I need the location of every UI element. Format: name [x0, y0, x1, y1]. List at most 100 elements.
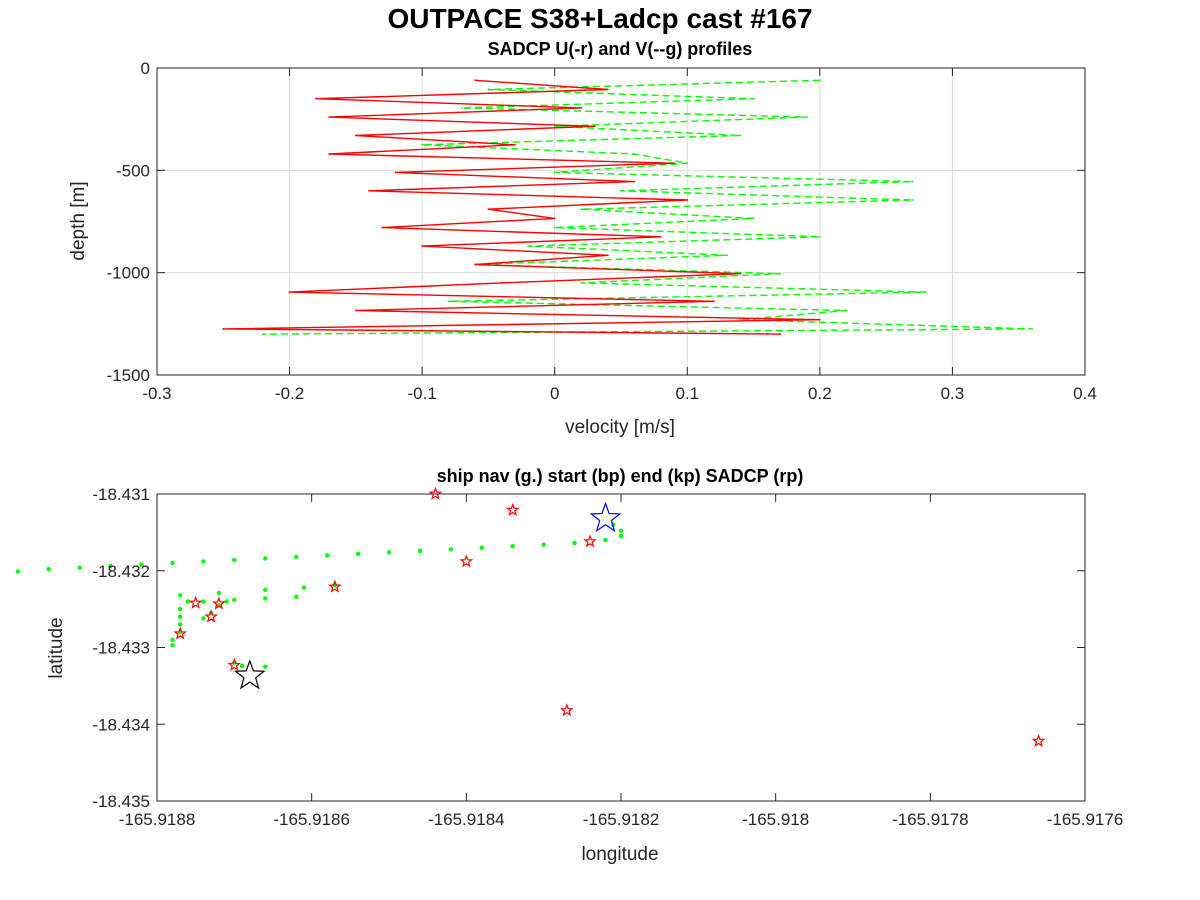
- u-velocity-point: [288, 291, 291, 294]
- v-velocity-point: [818, 79, 821, 82]
- velocity-plot-frame: [156, 67, 1086, 376]
- sadcp-star: [1031, 733, 1046, 747]
- velocity-xtick-label: 0: [550, 384, 559, 403]
- u-velocity-point: [381, 226, 384, 229]
- end-star: [233, 659, 266, 690]
- velocity-xtick-label: 0.2: [808, 384, 832, 403]
- v-velocity-point: [726, 254, 728, 257]
- ship-nav-point: [178, 606, 183, 612]
- u-velocity-point: [368, 189, 371, 192]
- ship-nav-point: [178, 622, 183, 627]
- velocity-ticks: -0.3 -0.2 -0.1 0 0.1 0.2 0.3 0.4 -1500 -1000 -500 0: [107, 59, 1097, 403]
- sadcp-star: [188, 595, 203, 609]
- v-velocity-point: [686, 162, 689, 165]
- ship-nav-point: [572, 540, 577, 546]
- v-velocity-point: [752, 217, 755, 220]
- sadcp-star: [560, 703, 574, 717]
- nav-ytick-label: -18.431: [92, 485, 150, 504]
- ship-nav-point: [77, 565, 82, 570]
- ship-nav-point: [355, 551, 361, 557]
- u-velocity-point: [487, 208, 490, 211]
- sadcp-star: [173, 626, 188, 640]
- v-velocity-point: [739, 134, 742, 137]
- nav-plot-area: [157, 494, 1085, 801]
- v-velocity-point: [620, 189, 622, 192]
- velocity-ytick-label: -1000: [107, 264, 150, 283]
- u-velocity-point: [593, 125, 596, 128]
- u-velocity-point: [474, 263, 477, 266]
- v-velocity-point: [845, 309, 848, 312]
- u-velocity-point: [712, 300, 715, 303]
- velocity-ytick-label: 0: [141, 59, 150, 78]
- nav-ytick-label: -18.433: [92, 639, 150, 658]
- nav-xtick-label: -165.9186: [273, 810, 350, 829]
- velocity-series-group: [222, 79, 1033, 335]
- ship-nav-point: [15, 569, 20, 574]
- u-velocity-point: [553, 217, 556, 220]
- v-velocity-point: [739, 318, 742, 321]
- u-velocity-point: [659, 235, 662, 238]
- velocity-profile-plot: SADCP U(-r) and V(--g) profiles -0.3 -0.2…: [68, 39, 1097, 438]
- figure-title: OUTPACE S38+Ladcp cast #167: [387, 3, 812, 34]
- sadcp-star: [428, 486, 443, 500]
- v-velocity-point: [262, 333, 264, 335]
- ship-nav-point: [417, 548, 423, 553]
- v-velocity-point: [818, 235, 821, 238]
- ship-nav-point: [618, 534, 624, 539]
- sadcp-star: [459, 554, 474, 568]
- v-velocity-point: [925, 291, 927, 294]
- v-velocity-point: [487, 88, 490, 91]
- velocity-xlabel: velocity [m/s]: [565, 417, 675, 438]
- ship-nav-point: [510, 544, 515, 549]
- v-velocity-point: [1031, 328, 1033, 330]
- ship-nav-point: [216, 590, 222, 596]
- v-velocity-point: [633, 153, 636, 155]
- ship-nav-point: [232, 557, 237, 563]
- velocity-ytick-label: -1500: [107, 366, 150, 385]
- ship-nav-plot: ship nav (g.) start (bp) end (kp) SADCP …: [15, 466, 1123, 865]
- u-velocity-point: [818, 318, 821, 321]
- velocity-xtick-label: 0.1: [675, 384, 699, 403]
- u-velocity-point: [394, 171, 397, 174]
- velocity-xtick-label: -0.1: [407, 384, 436, 403]
- u-velocity-point: [222, 328, 225, 330]
- velocity-plot-title: SADCP U(-r) and V(--g) profiles: [488, 39, 753, 59]
- u-velocity-point: [606, 88, 609, 91]
- nav-ytick-label: -18.435: [92, 792, 150, 811]
- ship-nav-point: [541, 542, 546, 547]
- ship-nav-point: [170, 643, 175, 648]
- nav-xtick-label: -165.9188: [119, 810, 196, 829]
- ship-nav-point: [448, 547, 454, 552]
- sadcp-star: [227, 657, 242, 671]
- velocity-xtick-label: 0.4: [1073, 384, 1097, 403]
- nav-xtick-label: -165.9176: [1047, 810, 1124, 829]
- ship-nav-point: [178, 614, 183, 619]
- sadcp-star: [212, 596, 226, 610]
- u-velocity-point: [500, 282, 503, 284]
- nav-ytick-label: -18.432: [92, 562, 150, 581]
- u-velocity-point: [328, 116, 331, 119]
- sadcp-star: [583, 534, 597, 548]
- sadcp-star: [204, 609, 218, 623]
- ship-nav-point: [224, 599, 229, 604]
- v-velocity-point: [447, 300, 450, 303]
- u-velocity-point: [686, 199, 689, 201]
- v-velocity-point: [553, 125, 556, 128]
- nav-xtick-label: -165.918: [742, 810, 809, 829]
- nav-ticks: -165.9188 -165.9186 -165.9184 -165.9182 -165…: [92, 485, 1123, 829]
- u-velocity-point: [633, 180, 636, 183]
- velocity-ytick-label: -500: [116, 161, 150, 180]
- ship-nav-point: [263, 556, 268, 561]
- u-velocity-point: [606, 254, 609, 257]
- v-velocity-point: [553, 226, 556, 229]
- u-velocity-point: [421, 245, 424, 247]
- ship-nav-point: [386, 550, 392, 555]
- v-velocity-point: [580, 208, 583, 211]
- ship-nav-point: [239, 663, 245, 669]
- ship-nav-point: [46, 567, 51, 572]
- ship-nav-point: [618, 528, 624, 533]
- u-velocity-point: [354, 134, 357, 137]
- v-velocity-point: [461, 107, 463, 109]
- ship-nav-point: [324, 553, 330, 558]
